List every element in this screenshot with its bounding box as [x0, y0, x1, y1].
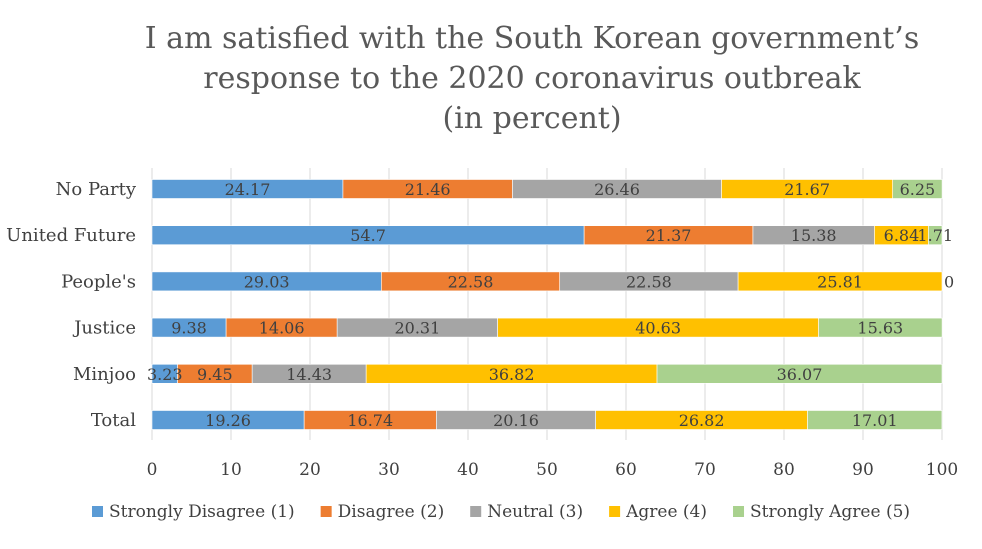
legend-swatch	[733, 506, 745, 517]
chart-title-line: I am satisfied with the South Korean gov…	[145, 21, 919, 56]
data-label: 26.82	[679, 411, 725, 430]
legend-swatch	[320, 506, 332, 517]
data-label: 15.38	[791, 226, 837, 245]
x-tick-label: 70	[694, 460, 716, 480]
gridlines	[151, 168, 943, 440]
data-label: 36.07	[777, 365, 823, 384]
data-labels: 24.17 21.46 26.46 21.67 6.25 54.7 21.37 15.38 6.…	[147, 180, 954, 430]
x-tick-label: 20	[299, 460, 321, 480]
chart-title-line: response to the 2020 coronavirus outbrea…	[203, 61, 861, 96]
x-tick-label: 0	[147, 460, 158, 480]
data-label: 21.67	[784, 180, 830, 199]
x-tick-label: 40	[457, 460, 479, 480]
x-tick-label: 10	[220, 460, 242, 480]
data-label: 17.01	[852, 411, 898, 430]
chart-title: I am satisfied with the South Korean gov…	[145, 21, 919, 136]
x-tick-label: 50	[536, 460, 558, 480]
bar-segment	[928, 225, 943, 245]
data-label: 25.81	[817, 272, 863, 291]
category-label: No Party	[56, 179, 137, 200]
data-label: 40.63	[635, 319, 681, 338]
x-tick-label: 90	[852, 460, 874, 480]
data-label: 22.58	[448, 272, 494, 291]
category-labels: No Party United Future People's Justice Minj…	[6, 179, 137, 431]
legend-swatch	[470, 506, 482, 517]
x-tick-label: 100	[926, 460, 958, 480]
bar-segment	[656, 363, 943, 384]
bar-segment	[737, 271, 943, 292]
data-label: 54.7	[350, 226, 386, 245]
category-label: Total	[91, 410, 136, 431]
data-label: 6.25	[900, 180, 936, 199]
legend: Strongly Disagree (1) Disagree (2) Neutral…	[92, 502, 910, 522]
data-label: 20.16	[493, 411, 539, 430]
data-label: 0	[944, 272, 954, 291]
data-label: 14.43	[286, 365, 332, 384]
legend-swatch	[609, 506, 621, 517]
data-label: 14.06	[259, 319, 305, 338]
data-label: 6.84	[884, 226, 920, 245]
data-label: 36.82	[489, 365, 535, 384]
legend-label: Disagree (2)	[338, 502, 445, 522]
data-label: 9.38	[171, 319, 207, 338]
data-label: 29.03	[244, 272, 290, 291]
x-tick-label: 80	[773, 460, 795, 480]
chart-title-line: (in percent)	[442, 101, 621, 136]
category-label: People's	[61, 271, 136, 292]
data-label: 24.17	[225, 180, 271, 199]
legend-label: Agree (4)	[625, 502, 707, 522]
data-label: 21.37	[646, 226, 692, 245]
category-label: Minjoo	[73, 364, 136, 385]
legend-label: Strongly Disagree (1)	[109, 502, 295, 522]
bar-segment	[807, 410, 943, 430]
bars	[151, 179, 943, 430]
legend-label: Neutral (3)	[487, 502, 583, 522]
data-label: 19.26	[205, 411, 251, 430]
category-label: United Future	[6, 225, 136, 246]
data-label: 1.71	[917, 226, 953, 245]
bar-segment	[818, 317, 943, 338]
data-label: 21.46	[405, 180, 451, 199]
x-tick-label: 30	[378, 460, 400, 480]
data-label: 26.46	[594, 180, 640, 199]
data-label: 15.63	[857, 319, 903, 338]
data-label: 9.45	[197, 365, 233, 384]
category-label: Justice	[72, 318, 136, 339]
data-label: 16.74	[347, 411, 393, 430]
legend-label: Strongly Agree (5)	[750, 502, 910, 522]
x-tick-label: 60	[615, 460, 637, 480]
legend-swatch	[92, 506, 103, 517]
bar-segment	[892, 179, 943, 199]
data-label: 3.23	[147, 365, 183, 384]
x-axis-ticks: 0 10 20 30 40 50 60 70 80 90 100	[147, 460, 959, 480]
data-label: 22.58	[626, 272, 672, 291]
data-label: 20.31	[394, 319, 440, 338]
